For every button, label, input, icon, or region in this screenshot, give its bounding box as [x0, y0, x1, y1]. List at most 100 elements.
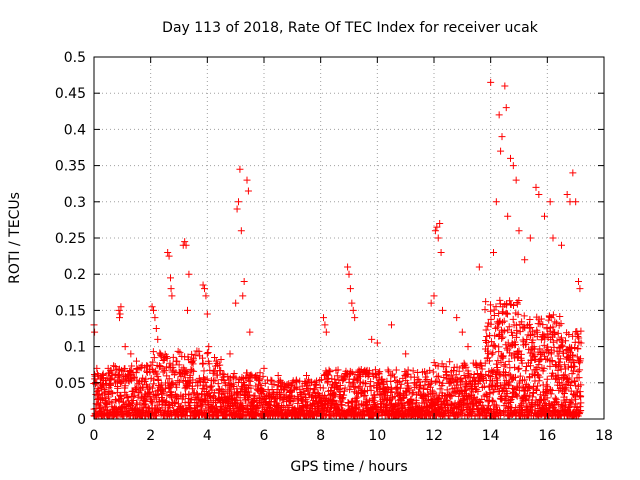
x-tick-label: 0: [90, 428, 99, 444]
data-point: [514, 365, 522, 373]
data-point: [498, 318, 506, 326]
data-point-outlier: [117, 303, 125, 311]
data-point-outlier: [501, 82, 509, 90]
data-point: [565, 330, 573, 338]
x-tick-label: 6: [260, 428, 269, 444]
data-point: [549, 323, 557, 331]
data-point: [540, 341, 548, 349]
grid: [94, 57, 604, 419]
data-point: [536, 373, 544, 381]
data-point-outlier: [151, 314, 159, 322]
data-point: [155, 362, 163, 370]
data-point-outlier: [152, 325, 160, 332]
data-point: [325, 366, 333, 374]
data-point: [251, 392, 259, 400]
data-point: [518, 359, 526, 367]
data-point: [543, 323, 551, 331]
data-point: [306, 385, 314, 393]
data-point: [577, 399, 585, 407]
y-tick-label: 0.5: [64, 50, 86, 66]
data-point: [395, 390, 403, 398]
data-point: [554, 366, 562, 374]
data-point: [401, 405, 409, 413]
data-point-outlier: [430, 292, 438, 300]
data-point: [149, 358, 157, 366]
data-point: [573, 404, 581, 412]
data-point: [455, 405, 463, 413]
data-point: [376, 368, 384, 376]
data-point-outlier: [475, 263, 483, 271]
data-point-outlier: [226, 350, 234, 358]
data-point: [514, 310, 522, 318]
data-point: [216, 361, 224, 369]
data-point: [535, 377, 543, 385]
data-point: [539, 321, 547, 329]
data-point: [507, 395, 515, 403]
data-point-outlier: [237, 227, 245, 235]
data-point: [537, 315, 545, 323]
data-point: [247, 371, 255, 379]
data-point: [493, 403, 501, 411]
data-point-outlier: [433, 223, 441, 231]
data-point: [482, 298, 490, 306]
data-point: [115, 396, 123, 404]
data-point: [577, 355, 585, 363]
data-point: [419, 384, 427, 392]
data-point: [474, 387, 482, 395]
data-point: [429, 368, 437, 376]
data-point-outlier: [431, 227, 439, 235]
data-point: [367, 386, 375, 394]
data-point: [245, 396, 253, 404]
data-point: [555, 347, 563, 355]
axis-ticks: 0 2 4 6 8 10 12 14 16 18 0 0.05 0.1 0.15 0.2 0.25 0.3 0.3…: [55, 50, 613, 444]
data-point-outlier: [199, 281, 207, 289]
data-point: [575, 374, 583, 382]
data-point: [123, 393, 131, 401]
data-point: [554, 400, 562, 408]
data-point-outlier: [349, 306, 357, 314]
data-point: [260, 388, 268, 396]
data-point: [107, 388, 115, 396]
data-point-outlier: [558, 241, 565, 249]
data-point: [556, 313, 564, 321]
data-point-outlier: [572, 198, 580, 206]
data-point: [286, 387, 294, 395]
data-point: [488, 381, 496, 389]
data-point: [382, 402, 390, 410]
data-point: [286, 396, 294, 404]
data-point: [100, 389, 108, 397]
data-point: [529, 393, 537, 401]
data-point-outlier: [549, 234, 557, 242]
data-point: [462, 386, 470, 394]
data-point: [150, 380, 158, 388]
data-point-outlier: [236, 165, 244, 173]
data-point: [484, 350, 492, 358]
data-point: [503, 310, 511, 318]
data-point: [301, 390, 309, 398]
x-tick-label: 14: [482, 428, 500, 444]
data-point: [492, 303, 500, 311]
data-point-outlier: [492, 198, 500, 206]
data-point-outlier: [436, 220, 444, 228]
data-point: [169, 353, 177, 361]
data-point: [576, 366, 584, 374]
y-tick-label: 0.25: [55, 231, 86, 247]
data-point: [201, 378, 209, 386]
data-point: [557, 320, 565, 328]
data-point: [516, 372, 524, 380]
data-point: [561, 361, 569, 369]
data-point-outlier: [322, 328, 330, 336]
data-point: [561, 371, 569, 379]
data-point: [319, 384, 327, 392]
data-point: [498, 335, 506, 343]
data-point: [502, 377, 510, 385]
data-point: [489, 397, 497, 405]
data-point: [380, 378, 388, 386]
data-point-outlier: [348, 299, 356, 307]
data-point: [154, 406, 162, 414]
data-point-outlier: [185, 270, 193, 278]
x-tick-label: 8: [316, 428, 325, 444]
data-point: [190, 367, 198, 375]
data-point-outlier: [453, 314, 461, 322]
